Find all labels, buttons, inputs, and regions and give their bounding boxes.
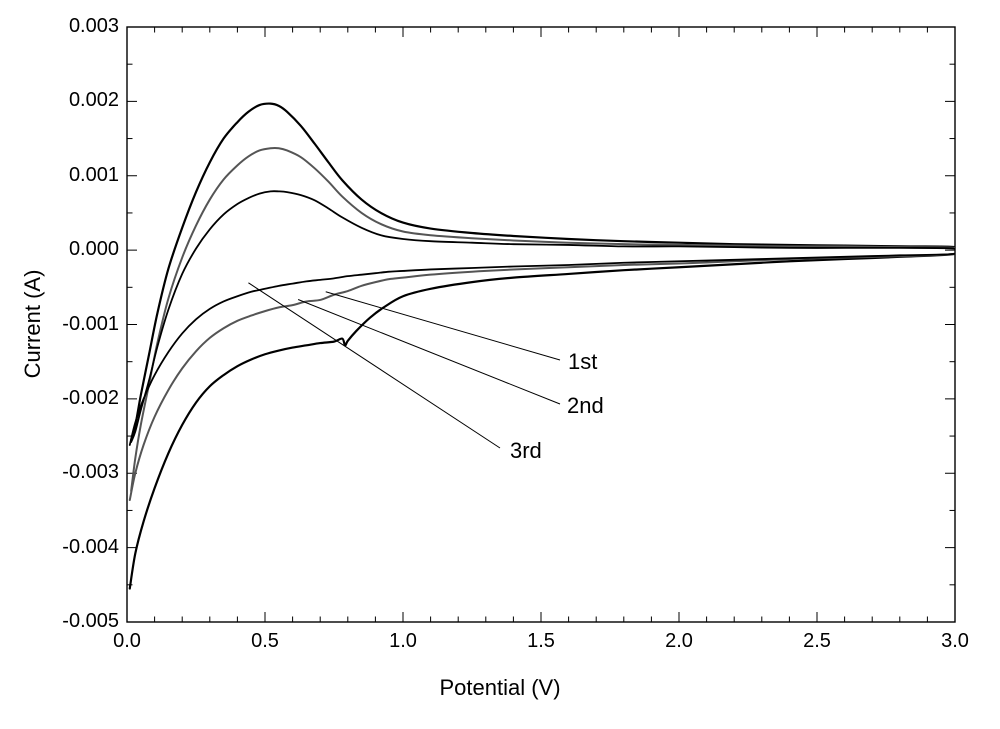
x-tick-label: 0.0 bbox=[97, 630, 157, 653]
y-tick-label: -0.002 bbox=[39, 387, 119, 410]
y-tick-label: 0.003 bbox=[39, 15, 119, 38]
series-3rd bbox=[130, 191, 962, 445]
cv-chart: Current (A) Potential (V) 0.00.51.01.52.… bbox=[0, 0, 1000, 724]
x-axis-label: Potential (V) bbox=[0, 675, 1000, 701]
y-tick-label: -0.001 bbox=[39, 313, 119, 336]
y-tick-label: 0.001 bbox=[39, 164, 119, 187]
curve-label-2nd: 2nd bbox=[567, 393, 604, 419]
y-tick-label: 0.002 bbox=[39, 89, 119, 112]
y-tick-label: -0.005 bbox=[39, 610, 119, 633]
curve-label-1st: 1st bbox=[568, 349, 597, 375]
x-tick-label: 2.0 bbox=[649, 630, 709, 653]
series-2nd bbox=[130, 148, 962, 500]
y-tick-label: -0.003 bbox=[39, 461, 119, 484]
chart-svg bbox=[0, 0, 1000, 724]
curve-label-3rd: 3rd bbox=[510, 438, 542, 464]
y-tick-label: 0.000 bbox=[39, 238, 119, 261]
x-tick-label: 2.5 bbox=[787, 630, 847, 653]
x-tick-label: 1.5 bbox=[511, 630, 571, 653]
series-1st bbox=[130, 104, 962, 589]
x-tick-label: 3.0 bbox=[925, 630, 985, 653]
x-tick-label: 1.0 bbox=[373, 630, 433, 653]
y-tick-label: -0.004 bbox=[39, 536, 119, 559]
x-tick-label: 0.5 bbox=[235, 630, 295, 653]
